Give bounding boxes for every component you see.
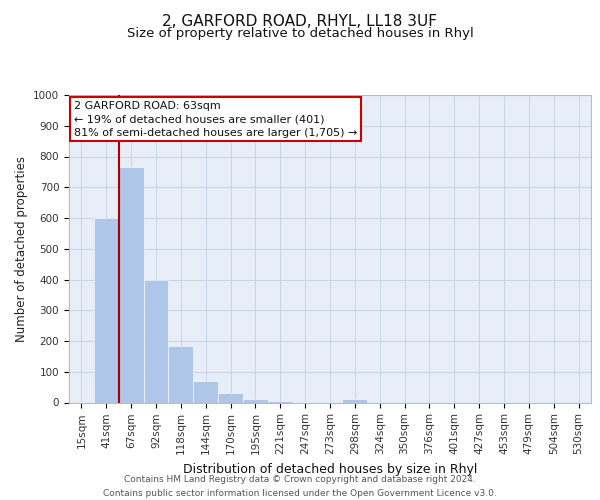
Text: 2, GARFORD ROAD, RHYL, LL18 3UF: 2, GARFORD ROAD, RHYL, LL18 3UF [163, 14, 437, 29]
Bar [218, 394, 243, 402]
Bar [143, 280, 169, 402]
Bar [119, 168, 143, 402]
Text: 2 GARFORD ROAD: 63sqm
← 19% of detached houses are smaller (401)
81% of semi-det: 2 GARFORD ROAD: 63sqm ← 19% of detached … [74, 101, 358, 138]
Bar [268, 401, 293, 402]
X-axis label: Distribution of detached houses by size in Rhyl: Distribution of detached houses by size … [183, 462, 477, 475]
Text: Size of property relative to detached houses in Rhyl: Size of property relative to detached ho… [127, 28, 473, 40]
Bar [193, 381, 218, 402]
Text: Contains HM Land Registry data © Crown copyright and database right 2024.
Contai: Contains HM Land Registry data © Crown c… [103, 476, 497, 498]
Bar [94, 218, 119, 402]
Y-axis label: Number of detached properties: Number of detached properties [14, 156, 28, 342]
Bar [343, 400, 367, 402]
Bar [243, 400, 268, 402]
Bar [169, 346, 193, 403]
